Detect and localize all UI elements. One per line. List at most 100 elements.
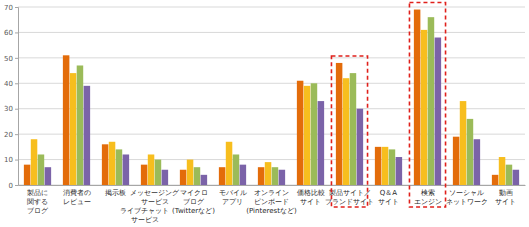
x-tick: ソーシャルネットワーク (446, 185, 488, 206)
bar (70, 73, 77, 185)
bar (240, 165, 247, 185)
y-tick-mark (15, 160, 18, 161)
bar (414, 10, 421, 185)
highlight-boxes (331, 3, 445, 207)
bar (148, 154, 155, 185)
bar (63, 55, 70, 185)
bar (116, 149, 123, 185)
y-tick-label: 60 (4, 29, 13, 37)
y-tick-mark (15, 134, 18, 135)
y-axis-line (15, 8, 19, 186)
grid-line (18, 57, 525, 58)
highlight-box (409, 3, 445, 207)
x-tick-label-line: メッセージング (130, 189, 180, 197)
bar (513, 170, 520, 185)
x-tick-label-line: マイクロ (180, 189, 208, 197)
bar (180, 170, 187, 185)
y-tick-label: 10 (4, 156, 13, 164)
bar (453, 137, 460, 185)
x-tick-label-line: 掲示板 (105, 189, 126, 197)
grid-line (18, 134, 525, 135)
x-tick: オンラインピンボード(Pinterestなど) (246, 185, 297, 215)
y-tick: 0 (9, 182, 18, 190)
plot-area: 010203040506070製品に関するブログ消費者のレビュー掲示板メッセージ… (4, 3, 525, 224)
x-tick-label: 掲示板 (105, 189, 126, 197)
y-tick-mark (15, 83, 18, 84)
x-tick-label-line: ブログ (183, 198, 205, 206)
x-tick-label-line: 製品に (27, 189, 48, 197)
x-tick: メッセージングサービスライブチャットサービス (120, 185, 180, 224)
bar (474, 139, 481, 185)
bar (467, 119, 474, 185)
x-tick-label-line: 関する (27, 198, 48, 206)
x-tick-label-line: 動画 (499, 189, 513, 197)
y-tick-label: 50 (4, 55, 13, 63)
y-tick-mark (15, 7, 18, 8)
bar (194, 167, 201, 185)
bar (102, 144, 109, 185)
bar (382, 147, 389, 185)
y-axis: 010203040506070 (4, 4, 18, 190)
bar (297, 81, 304, 185)
bar (187, 160, 194, 185)
x-tick-label-line: 製品サイト／ (329, 189, 371, 197)
bar (84, 86, 91, 185)
bar (499, 157, 506, 185)
y-tick-label: 70 (4, 4, 13, 12)
x-tick-label-line: ブランドサイト (325, 198, 374, 206)
x-tick-label-line: ネットワーク (446, 198, 488, 206)
x-tick: 価格比較サイト (297, 185, 325, 206)
bar (421, 30, 428, 185)
bar (396, 157, 403, 185)
x-axis-line (19, 185, 526, 186)
x-tick: 掲示板 (105, 185, 126, 197)
grid-line (18, 185, 525, 186)
x-tick-label-line: 消費者の (63, 189, 91, 197)
x-tick-label-line: Q＆A (380, 189, 398, 197)
bar (272, 167, 279, 185)
x-tick: マイクロブログ(Twitterなど) (172, 185, 215, 215)
x-tick-label-line: サイト (495, 198, 516, 206)
x-tick-label-line: ピンボード (254, 198, 289, 206)
y-tick-mark (15, 109, 18, 110)
x-tick-label: 検索エンジン (414, 189, 442, 206)
bar (31, 139, 38, 185)
y-tick-mark (15, 185, 18, 186)
y-tick: 60 (4, 29, 18, 37)
bar (233, 154, 240, 185)
y-tick-label: 20 (4, 131, 13, 139)
x-tick-label: ソーシャルネットワーク (446, 189, 488, 206)
x-tick-label: Q＆Aサイト (378, 189, 399, 206)
x-tick: モバイルアプリ (219, 185, 247, 206)
x-tick-label: 価格比較サイト (297, 189, 325, 206)
x-tick: 消費者のレビュー (63, 185, 91, 206)
bar (318, 101, 325, 185)
bar (77, 65, 84, 185)
bar (109, 142, 116, 185)
bar (265, 162, 272, 185)
x-tick: 動画サイト (495, 185, 516, 206)
x-tick: 検索エンジン (414, 185, 442, 206)
x-axis: 製品に関するブログ消費者のレビュー掲示板メッセージングサービスライブチャットサー… (19, 185, 526, 224)
x-tick-label: メッセージングサービスライブチャットサービス (120, 189, 180, 224)
x-tick-label-line: サイト (300, 198, 321, 206)
bar (162, 170, 169, 185)
series (45, 38, 520, 185)
x-tick-label: オンラインピンボード(Pinterestなど) (246, 189, 297, 215)
x-tick-label-line: サービス (131, 216, 159, 224)
x-tick-label-line: 検索 (421, 189, 435, 197)
x-tick-label-line: オンライン (254, 189, 289, 197)
x-tick-label-line: ライブチャット (120, 207, 169, 215)
bar (357, 109, 364, 185)
bar (24, 165, 31, 185)
bar (123, 154, 130, 185)
x-tick-label: マイクロブログ(Twitterなど) (172, 189, 215, 215)
bar (336, 63, 343, 185)
y-tick-label: 0 (9, 182, 13, 190)
x-tick-label-line: (Twitterなど) (172, 207, 215, 215)
chart: 010203040506070製品に関するブログ消費者のレビュー掲示板メッセージ… (0, 0, 529, 227)
x-tick-label-line: ブログ (27, 207, 49, 215)
bar (460, 101, 467, 185)
y-tick: 30 (4, 105, 18, 113)
grid-line (18, 83, 525, 84)
